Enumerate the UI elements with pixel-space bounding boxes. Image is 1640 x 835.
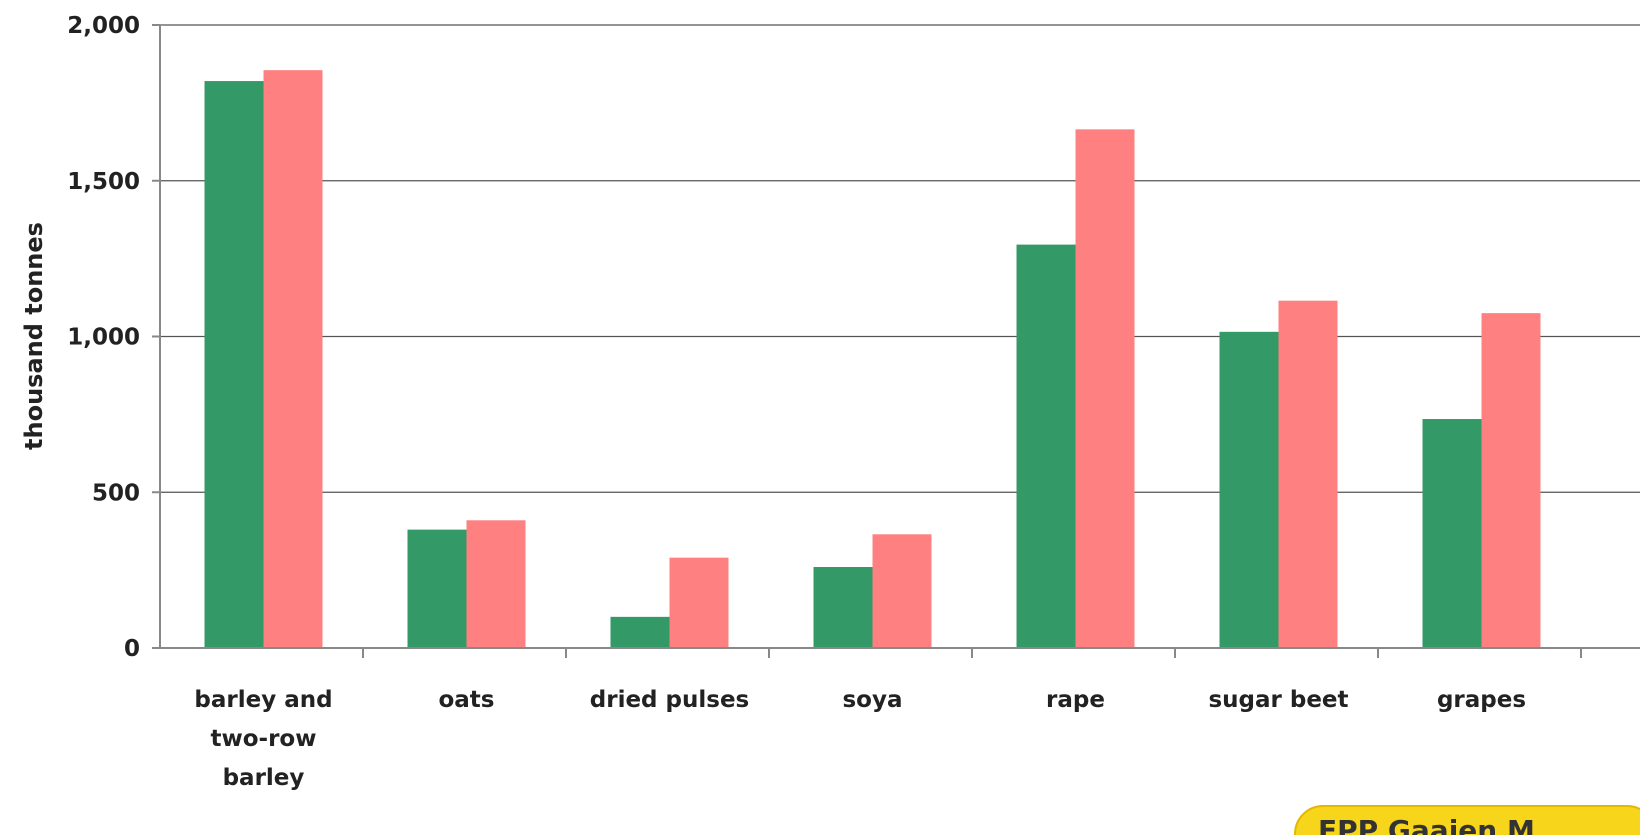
y-tick-label: 0 xyxy=(124,636,140,662)
x-tick-label: grapes xyxy=(1437,687,1526,713)
x-tick-label: rape xyxy=(1046,687,1105,713)
bar-series-1-2 xyxy=(610,616,670,648)
y-tick-label: 500 xyxy=(92,480,140,506)
bars xyxy=(204,70,1541,649)
bar-series-1-3 xyxy=(813,567,873,648)
bar-series-2-3 xyxy=(872,534,932,648)
x-tick-label: soya xyxy=(842,687,902,713)
bar-series-2-6 xyxy=(1481,313,1541,648)
bar-series-1-6 xyxy=(1422,419,1482,648)
bar-series-1-4 xyxy=(1016,244,1076,649)
bar-series-2-1 xyxy=(466,520,526,648)
bar-series-1-1 xyxy=(407,529,467,648)
x-tick-label: barley and two-row barley xyxy=(194,687,332,791)
grid-lines xyxy=(160,24,1640,493)
y-axis-label: thousand tonnes xyxy=(20,222,48,450)
y-tick-labels: 0 500 1,000 1,500 2,000 xyxy=(67,13,160,662)
y-tick-label: 1,000 xyxy=(67,325,140,351)
x-tick-label: sugar beet xyxy=(1208,687,1348,713)
source-badge-text: FPP Gaaien M xyxy=(1318,814,1535,835)
bar-series-1-0 xyxy=(204,81,264,648)
bar-series-2-2 xyxy=(669,557,729,648)
source-badge-background xyxy=(1294,805,1640,835)
x-tick-label: dried pulses xyxy=(590,687,749,713)
y-tick-label: 2,000 xyxy=(67,13,140,39)
y-tick-label: 1,500 xyxy=(67,169,140,195)
source-badge: FPP Gaaien M xyxy=(1294,805,1640,835)
bar-series-2-5 xyxy=(1278,300,1338,648)
bar-series-2-0 xyxy=(263,70,323,649)
bar-series-1-5 xyxy=(1219,331,1279,648)
x-tick-labels: barley and two-row barley oats dried pulses s… xyxy=(194,648,1582,791)
x-tick-label: oats xyxy=(438,687,494,713)
bar-series-2-4 xyxy=(1075,129,1135,649)
